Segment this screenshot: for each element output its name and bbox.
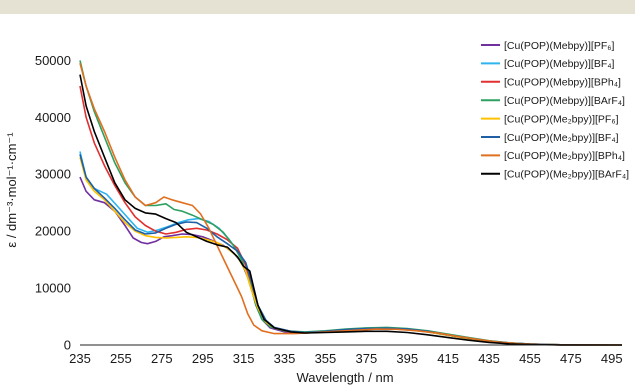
- legend-label-6: [Cu(POP)(Me₂bpy)][BPh₄]: [504, 150, 625, 162]
- legend-label-2: [Cu(POP)(Mebpy)][BPh₄]: [504, 77, 621, 89]
- y-axis-ticks: 0 10000 20000 30000 40000 50000: [35, 53, 71, 353]
- x-tick-label-5: 335: [274, 351, 296, 366]
- legend-label-0: [Cu(POP)(Mebpy)][PF₆]: [504, 40, 615, 52]
- legend-label-3: [Cu(POP)(Mebpy)][BArF₄]: [504, 95, 625, 107]
- series-line-5: [79, 154, 623, 346]
- series-line-4: [79, 156, 623, 346]
- x-tick-label-10: 435: [478, 351, 500, 366]
- x-tick-label-0: 235: [69, 351, 91, 366]
- y-axis-label: ε / dm⁻³·mol⁻¹·cm⁻¹: [4, 132, 19, 248]
- legend-label-1: [Cu(POP)(Mebpy)][BF₄]: [504, 58, 615, 70]
- x-tick-label-1: 255: [110, 351, 132, 366]
- x-tick-label-7: 375: [355, 351, 377, 366]
- series-lines: [79, 60, 623, 346]
- top-banner: [0, 0, 635, 14]
- series-line-7: [79, 74, 623, 346]
- series-line-6: [79, 62, 623, 346]
- x-tick-label-9: 415: [437, 351, 459, 366]
- x-tick-label-4: 315: [233, 351, 255, 366]
- x-tick-label-2: 275: [151, 351, 173, 366]
- y-tick-label-2: 20000: [35, 224, 71, 239]
- x-tick-label-13: 495: [601, 351, 623, 366]
- y-tick-label-5: 50000: [35, 53, 71, 68]
- legend-label-4: [Cu(POP)(Me₂bpy)][PF₆]: [504, 113, 619, 125]
- legend-label-7: [Cu(POP)(Me₂bpy)][BArF₄]: [504, 169, 629, 181]
- x-tick-label-8: 395: [396, 351, 418, 366]
- x-tick-label-3: 295: [192, 351, 214, 366]
- legend-label-5: [Cu(POP)(Me₂bpy)][BF₄]: [504, 132, 619, 144]
- legend: [Cu(POP)(Mebpy)][PF₆] [Cu(POP)(Mebpy)][BF…: [481, 40, 629, 181]
- series-line-0: [79, 176, 623, 346]
- y-tick-label-1: 10000: [35, 281, 71, 296]
- y-tick-label-4: 40000: [35, 110, 71, 125]
- x-axis-ticks: 235 255 275 295 315 335 355 375 395 415 435 455 475 4…: [69, 351, 622, 366]
- x-tick-label-11: 455: [519, 351, 541, 366]
- y-tick-label-0: 0: [64, 338, 71, 353]
- x-tick-label-6: 355: [315, 351, 337, 366]
- x-tick-label-12: 475: [560, 351, 582, 366]
- y-tick-label-3: 30000: [35, 167, 71, 182]
- x-axis-label: Wavelength / nm: [296, 370, 393, 385]
